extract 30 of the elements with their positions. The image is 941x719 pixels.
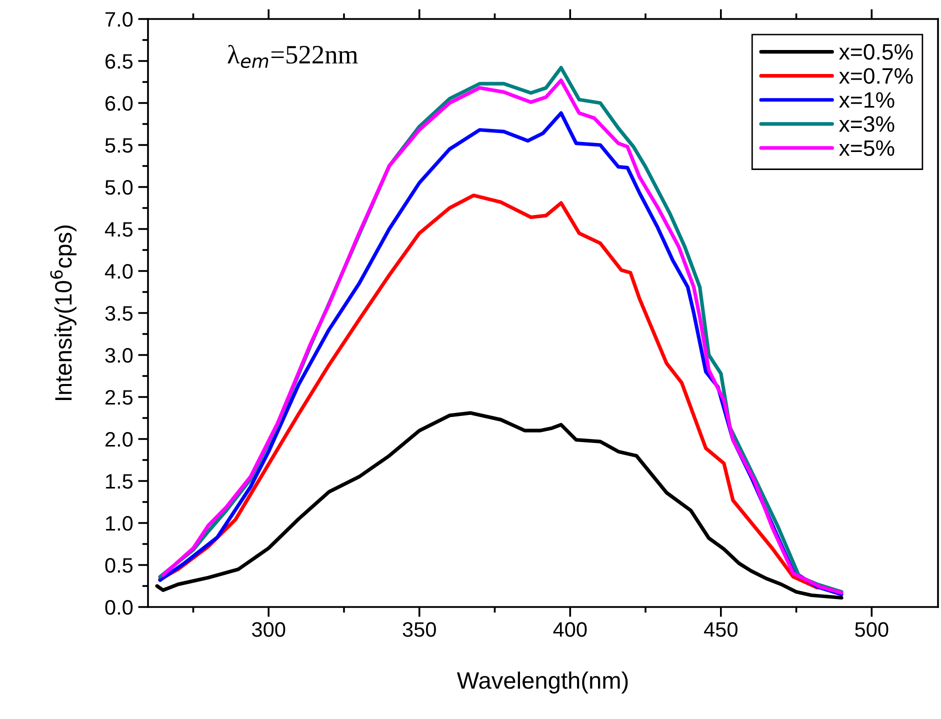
y-tick-label: 3.5: [105, 306, 133, 321]
x-tick-label: 500: [855, 622, 888, 637]
y-tick-label: 6.0: [106, 96, 133, 111]
y-tick-label: 4.5: [104, 222, 133, 237]
legend-label: x=5%: [839, 140, 894, 156]
y-tick-label: 7.0: [106, 12, 133, 27]
y-tick-label: 4.0: [104, 264, 133, 279]
y-tick-label: 1.0: [106, 516, 133, 531]
y-tick-label: 0.5: [105, 558, 133, 573]
text: 0.0: [105, 600, 133, 615]
annotation: λ$_{em}$=522nm: [228, 44, 358, 68]
x-tick-label: 350: [402, 622, 436, 637]
y-tick-label: 2.5: [106, 390, 133, 405]
y-tick-label: 5.5: [105, 138, 133, 153]
legend-label: x=1%: [839, 92, 894, 108]
y-tick-label: 1.5: [106, 474, 133, 489]
y-tick-label: 2.0: [106, 432, 133, 447]
legend-label: x=0.7%: [839, 68, 913, 84]
x-tick-label: 300: [252, 622, 286, 637]
line-series: [155, 411, 844, 600]
x-tick-label: 400: [553, 622, 587, 637]
y-tick-label: 5.0: [105, 180, 133, 195]
y-axis-title: Intensity(10$^{6}$cps): [50, 226, 76, 400]
y-tick-label: 6.5: [106, 54, 133, 69]
legend-label: x=0.5%: [839, 44, 913, 60]
x-tick-label: 450: [704, 622, 738, 637]
x-axis-title: Wavelength(nm): [456, 672, 628, 694]
line-series: [158, 194, 820, 590]
y-tick-label: 3.0: [105, 348, 133, 363]
legend-label: x=3%: [839, 116, 894, 132]
